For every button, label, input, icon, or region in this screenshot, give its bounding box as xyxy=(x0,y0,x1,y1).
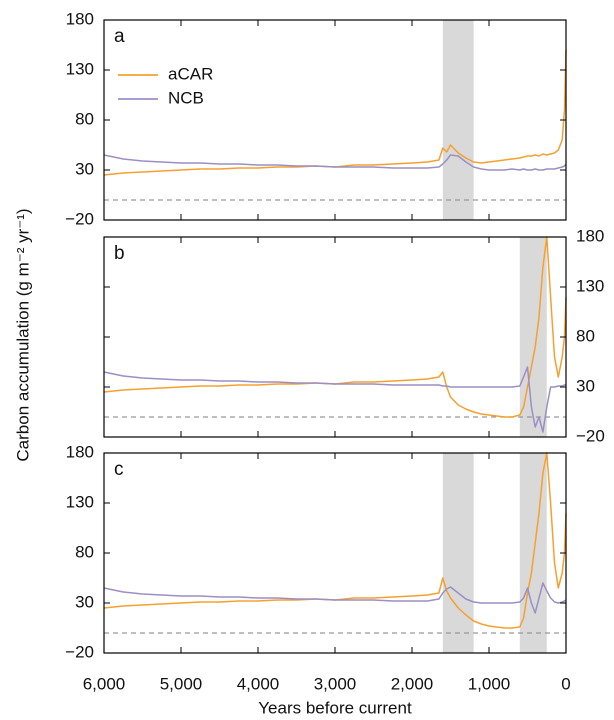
y-tick-label: −20 xyxy=(65,209,94,228)
y-tick-label: −20 xyxy=(65,642,94,661)
x-tick-label: 4,000 xyxy=(237,674,280,693)
panel-label: c xyxy=(114,459,124,480)
y-tick-label: 180 xyxy=(576,226,604,245)
series-line xyxy=(103,582,567,614)
y-tick-label: −20 xyxy=(576,426,605,445)
series-line xyxy=(103,366,566,433)
x-axis-label: Years before current xyxy=(258,698,412,717)
y-tick-label: 30 xyxy=(75,159,94,178)
y-tick-label: 30 xyxy=(75,592,94,611)
series-line xyxy=(103,236,567,418)
series-line xyxy=(103,154,567,171)
y-tick-label: 130 xyxy=(66,59,94,78)
y-axis-label: Carbon accumulation (g m⁻² yr⁻¹) xyxy=(13,208,32,461)
shaded-period xyxy=(442,453,474,653)
series-line xyxy=(103,452,567,629)
panel-label: b xyxy=(114,243,125,264)
legend-label: aCAR xyxy=(168,64,213,83)
x-tick-label: 6,000 xyxy=(83,674,126,693)
y-tick-label: 80 xyxy=(75,109,94,128)
y-tick-label: 180 xyxy=(66,442,94,461)
y-tick-label: 130 xyxy=(576,276,604,295)
x-tick-label: 1,000 xyxy=(468,674,511,693)
plot-frame xyxy=(103,19,567,221)
y-tick-label: 30 xyxy=(576,376,595,395)
plot-frame xyxy=(103,236,567,438)
y-tick-label: 180 xyxy=(66,9,94,28)
x-tick-label: 0 xyxy=(561,674,570,693)
y-tick-label: 130 xyxy=(66,492,94,511)
panel-label: a xyxy=(114,26,125,47)
legend-label: NCB xyxy=(168,88,204,107)
shaded-period xyxy=(442,20,474,220)
y-tick-label: 80 xyxy=(576,326,595,345)
plot-frame xyxy=(103,452,567,654)
x-tick-label: 2,000 xyxy=(391,674,434,693)
x-tick-label: 5,000 xyxy=(160,674,203,693)
series-line xyxy=(103,49,567,176)
x-tick-label: 3,000 xyxy=(314,674,357,693)
y-tick-label: 80 xyxy=(75,542,94,561)
